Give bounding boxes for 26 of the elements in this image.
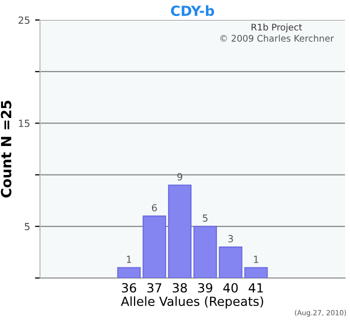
- data-label: 3: [228, 235, 233, 242]
- x-tick-label: 41: [248, 283, 263, 292]
- annotation: R1b Project: [252, 24, 302, 32]
- y-tick-label: 15: [18, 120, 30, 128]
- bar: [244, 267, 268, 278]
- bar: [193, 226, 217, 278]
- x-tick-label: 36: [122, 283, 136, 293]
- data-label: 9: [177, 173, 182, 180]
- bar: [168, 184, 192, 278]
- data-label: 5: [202, 214, 208, 222]
- y-tick-label: 5: [24, 223, 30, 230]
- x-tick-label: 40: [223, 283, 238, 293]
- bar: [117, 267, 141, 278]
- y-axis-title: Count N =25: [0, 100, 12, 198]
- bar: [218, 246, 242, 278]
- x-axis-title: Allele Values (Repeats): [120, 296, 264, 308]
- y-tick-label: 25: [18, 16, 30, 24]
- x-tick-label: 37: [147, 283, 162, 293]
- annotation: © 2009 Charles Kerchner: [220, 34, 334, 42]
- bar: [142, 216, 166, 278]
- data-label: 1: [126, 256, 132, 263]
- chart-title: CDY-b: [170, 5, 214, 16]
- data-label: 1: [254, 256, 258, 263]
- x-tick-label: 39: [198, 283, 212, 293]
- x-tick-label: 38: [172, 283, 187, 293]
- data-label: 6: [152, 204, 157, 212]
